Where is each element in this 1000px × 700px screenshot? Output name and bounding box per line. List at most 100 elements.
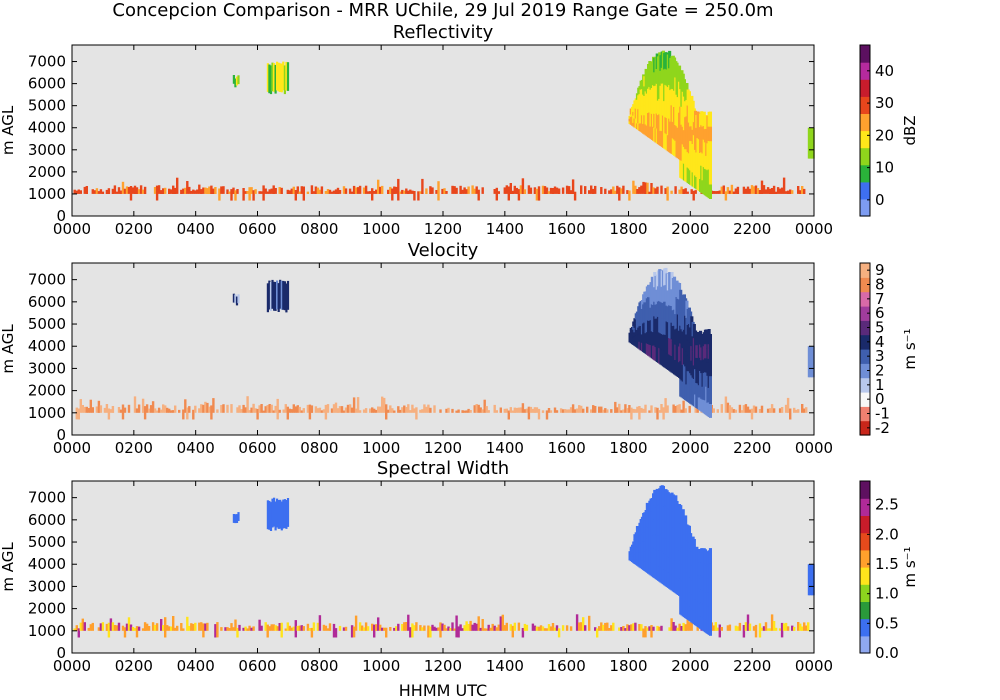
band-echo [117,622,121,631]
band-echo [298,406,301,413]
band-echo [766,628,770,631]
colorbar-tick-label: 0.5 [875,614,899,632]
band-echo [356,397,360,413]
band-echo [166,625,169,631]
band-echo [545,410,549,420]
band-echo [206,188,209,194]
storm-cell [708,361,712,377]
band-echo [397,178,400,201]
band-echo [135,626,139,638]
band-echo [294,190,297,201]
band-echo [369,191,372,194]
band-echo [254,189,257,194]
band-echo [260,625,263,631]
band-echo [226,404,229,413]
band-echo [393,627,396,631]
band-echo [654,188,657,194]
band-echo [742,625,746,638]
colorbar-segment [860,515,870,534]
band-echo [453,186,456,194]
edge-echo [810,564,814,596]
echo-column [269,65,273,95]
band-echo [682,189,685,194]
band-echo [656,625,659,631]
band-echo [588,615,591,631]
band-echo [447,626,450,631]
band-echo [515,407,519,413]
band-echo [740,410,744,413]
band-echo [614,190,617,194]
band-echo [594,627,597,631]
x-tick-label: 0200 [115,220,153,238]
band-echo [435,190,438,194]
band-echo [786,190,790,194]
band-echo [377,617,380,631]
band-echo [686,191,689,194]
band-echo [782,177,786,194]
band-echo [803,188,806,194]
band-echo [318,189,322,194]
band-echo [782,623,786,631]
echo-column [234,514,237,524]
velocity-panel: 0000 0200 0400 0600 0800 1000 1200 1400 1600 1800… [0,240,919,457]
band-echo [801,626,804,631]
band-echo [407,404,410,413]
band-echo [306,191,310,194]
band-echo [119,190,123,194]
band-echo [473,405,476,413]
colorbar: 0.0 0.5 1.0 1.5 2.0 2.5 m s⁻¹ [859,480,919,662]
band-echo [93,190,96,194]
band-echo [497,624,500,631]
y-axis-label: m AGL [0,542,17,592]
band-echo [389,627,392,631]
band-echo [640,624,643,631]
band-echo [168,408,171,413]
band-echo [563,409,567,413]
band-echo [151,401,155,413]
band-echo [292,404,295,413]
band-echo [618,187,621,201]
y-tick-label: 4000 [28,555,66,573]
band-echo [387,189,390,194]
band-echo [364,185,368,194]
band-echo [83,622,86,631]
band-echo [481,619,484,631]
band-echo [322,409,326,413]
band-echo [648,626,651,631]
isolated-echoes [232,497,290,531]
band-echo [379,406,382,413]
band-echo [332,404,336,413]
band-echo [678,404,681,413]
band-echo [354,615,358,631]
band-echo [385,404,388,420]
band-echo [640,185,643,194]
band-echo [666,186,669,201]
band-echo [437,181,440,201]
echo-column [279,499,282,529]
band-echo [364,408,368,413]
band-echo [381,627,384,631]
storm-cell [708,548,712,564]
band-echo [290,409,293,413]
band-echo [288,625,291,631]
band-echo [338,625,342,631]
band-echo [553,186,557,194]
band-echo [105,189,109,194]
storm-cell [708,375,712,391]
band-echo [511,410,514,413]
band-echo [748,188,752,194]
band-echo [756,188,760,194]
band-echo [600,406,603,413]
band-echo [463,187,466,194]
x-tick-label: 0000 [795,439,833,457]
band-echo [768,628,772,631]
band-echo [672,404,675,413]
band-echo [336,408,340,413]
band-echo [656,186,659,194]
storm-cell [708,389,712,404]
band-echo [186,407,189,420]
band-echo [308,404,312,420]
band-echo [157,185,161,194]
x-tick-label: 1600 [548,439,586,457]
band-echo [99,623,103,631]
